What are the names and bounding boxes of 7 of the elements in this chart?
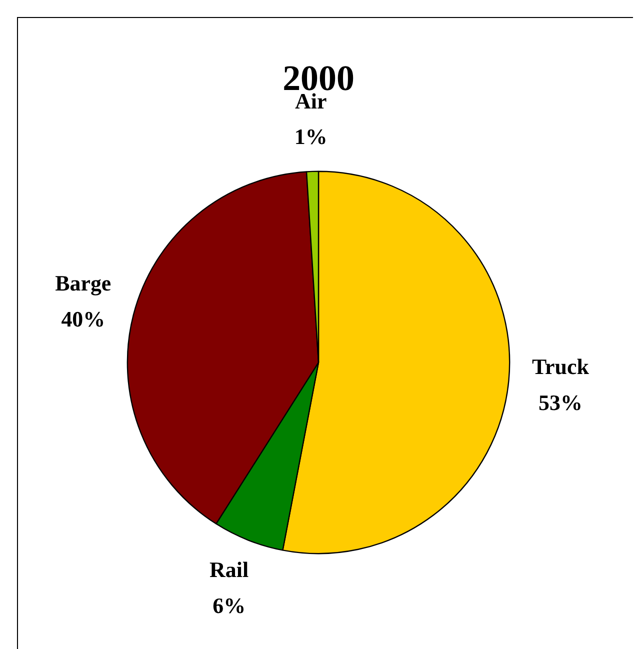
slice-label: Rail [210,557,249,582]
slice-label: Barge [55,270,112,296]
slice-label: Truck [532,354,590,380]
data-label: 53% [538,390,582,415]
data-label: 6% [212,593,246,618]
data-label: 40% [61,306,106,332]
data-label: 1% [294,124,328,150]
